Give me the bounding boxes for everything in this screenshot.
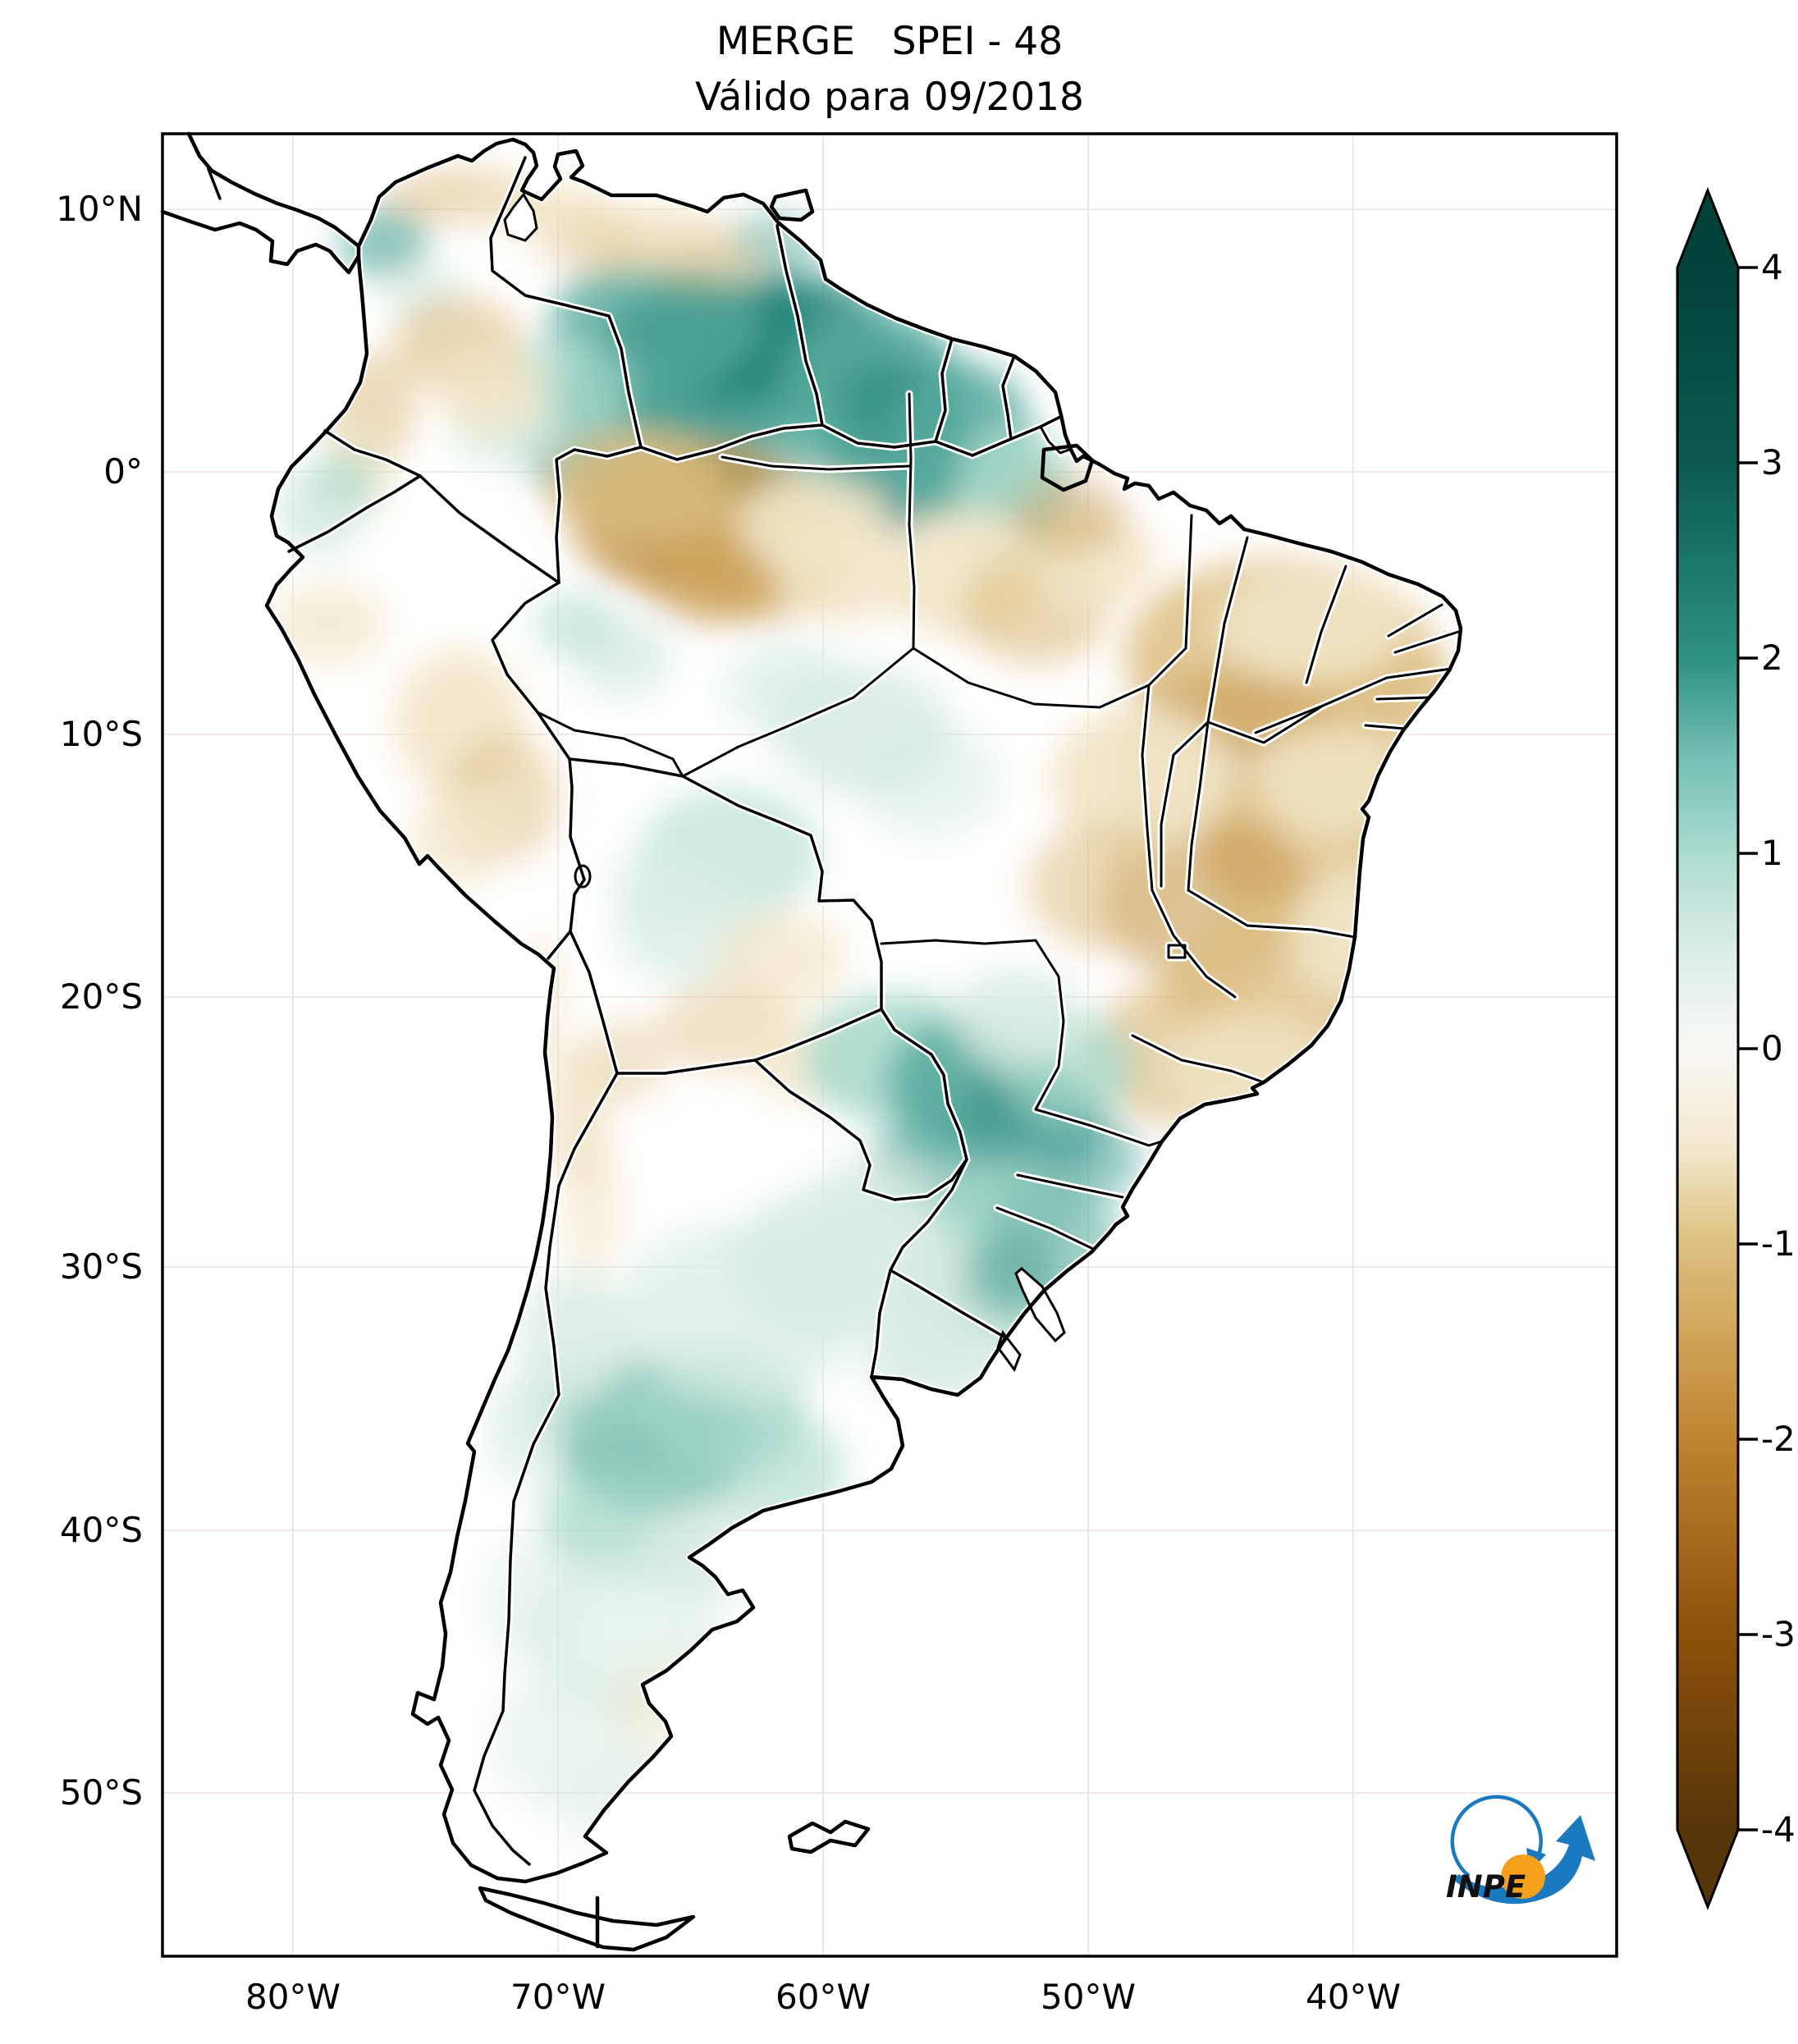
colorbar-tick-m1: -1: [1761, 1223, 1796, 1264]
map-frame: [161, 132, 1618, 1958]
lon-tick-60w: 60°W: [775, 1977, 871, 2017]
inpe-logo-swoosh-arrow-icon: [1453, 1815, 1595, 1905]
colorbar-tick-4: 4: [1761, 247, 1783, 287]
lat-tick-40s: 40°S: [59, 1510, 143, 1550]
colorbar-bar: [1676, 186, 1740, 1911]
inpe-logo-text: INPE: [1446, 1869, 1526, 1905]
lon-tick-50w: 50°W: [1041, 1977, 1136, 2017]
colorbar-tick-m4: -4: [1761, 1809, 1796, 1850]
lat-tick-20s: 20°S: [59, 976, 143, 1017]
inpe-logo: INPE: [1446, 1795, 1595, 1905]
lat-tick-0: 0°: [103, 451, 143, 492]
lon-tick-70w: 70°W: [510, 1977, 606, 2017]
inpe-logo-orange-ball-icon: [1501, 1854, 1545, 1899]
inpe-logo-orbit-icon: [1450, 1795, 1543, 1877]
colorbar-tick-2: 2: [1761, 638, 1783, 678]
colorbar: [1676, 186, 1758, 1911]
lon-tick-40w: 40°W: [1306, 1977, 1401, 2017]
colorbar-tick-m3: -3: [1761, 1614, 1796, 1654]
figure-subtitle: Válido para 09/2018: [695, 75, 1084, 120]
colorbar-tick-1: 1: [1761, 833, 1783, 873]
colorbar-tick-3: 3: [1761, 442, 1783, 482]
lat-tick-50s: 50°S: [59, 1772, 143, 1813]
lat-tick-10s: 10°S: [59, 714, 143, 754]
colorbar-tick-m2: -2: [1761, 1419, 1796, 1459]
colorbar-tick-0: 0: [1761, 1028, 1783, 1068]
lon-tick-80w: 80°W: [245, 1977, 341, 2017]
figure-title: MERGE SPEI - 48: [716, 19, 1064, 64]
lat-tick-30s: 30°S: [59, 1246, 143, 1287]
lat-tick-10n: 10°N: [56, 189, 143, 229]
colorbar-ticks: [1738, 266, 1758, 1831]
